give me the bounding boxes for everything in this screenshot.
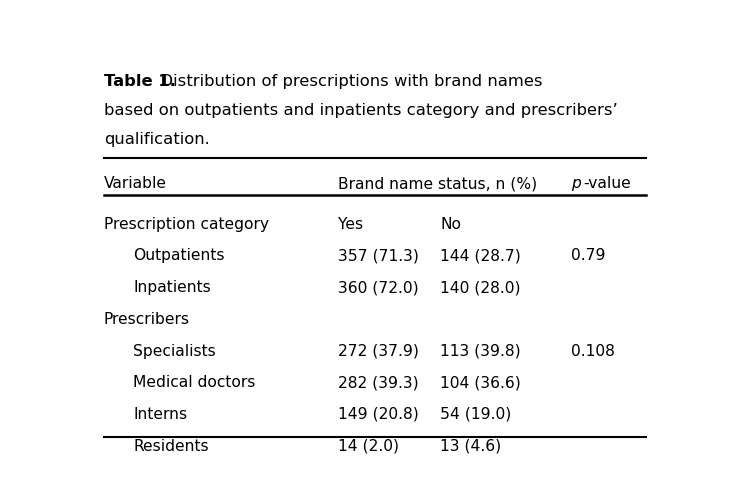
Text: 144 (28.7): 144 (28.7) (441, 248, 521, 263)
Text: 54 (19.0): 54 (19.0) (441, 406, 512, 421)
Text: Residents: Residents (133, 438, 209, 453)
Text: Distribution of prescriptions with brand names: Distribution of prescriptions with brand… (151, 74, 543, 89)
Text: Prescription category: Prescription category (104, 216, 269, 231)
Text: 13 (4.6): 13 (4.6) (441, 438, 501, 453)
Text: Medical doctors: Medical doctors (133, 375, 256, 389)
Text: Yes: Yes (338, 216, 363, 231)
Text: -value: -value (583, 176, 631, 191)
Text: 113 (39.8): 113 (39.8) (441, 343, 521, 358)
Text: 0.79: 0.79 (571, 248, 605, 263)
Text: p: p (571, 176, 580, 191)
Text: Specialists: Specialists (133, 343, 216, 358)
Text: Interns: Interns (133, 406, 187, 421)
Text: No: No (441, 216, 461, 231)
Text: qualification.: qualification. (104, 131, 210, 146)
Text: 140 (28.0): 140 (28.0) (441, 280, 521, 295)
Text: 360 (72.0): 360 (72.0) (338, 280, 419, 295)
Text: Inpatients: Inpatients (133, 280, 212, 295)
Text: 272 (37.9): 272 (37.9) (338, 343, 419, 358)
Text: 149 (20.8): 149 (20.8) (338, 406, 419, 421)
Text: Table 1.: Table 1. (104, 74, 176, 89)
Text: based on outpatients and inpatients category and prescribers’: based on outpatients and inpatients cate… (104, 103, 618, 118)
Text: 357 (71.3): 357 (71.3) (338, 248, 419, 263)
Text: 14 (2.0): 14 (2.0) (338, 438, 399, 453)
Text: Variable: Variable (104, 176, 167, 191)
Text: Prescribers: Prescribers (104, 311, 190, 326)
Text: 0.108: 0.108 (571, 343, 615, 358)
Text: 282 (39.3): 282 (39.3) (338, 375, 419, 389)
Text: Outpatients: Outpatients (133, 248, 225, 263)
Text: Brand name status, n (%): Brand name status, n (%) (338, 176, 537, 191)
Text: 104 (36.6): 104 (36.6) (441, 375, 521, 389)
